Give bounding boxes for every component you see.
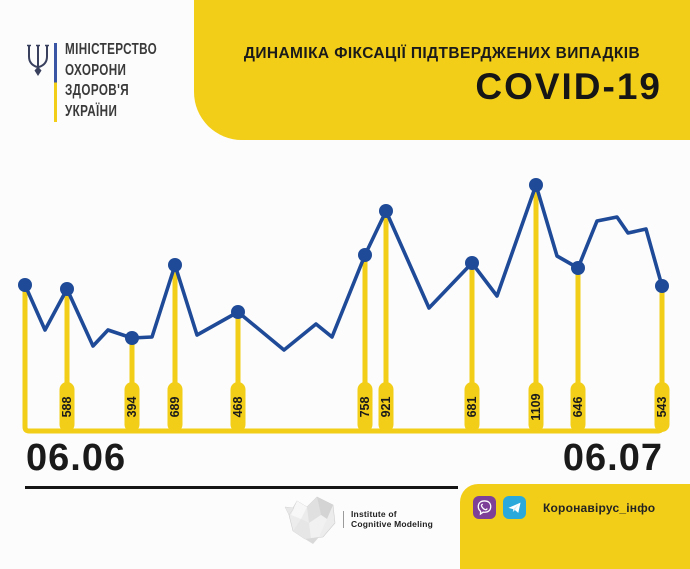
social-panel: Коронавірус_інфо [460,484,690,569]
data-point-marker [529,178,543,192]
data-point-pill [464,382,480,432]
institute-logo: Institute of Cognitive Modeling [283,493,433,545]
ministry-logo: МІНІСТЕРСТВО ОХОРОНИ ЗДОРОВ'Я УКРАЇНИ [26,40,191,122]
data-point-marker [571,261,585,275]
ministry-name-line: ЗДОРОВ'Я [65,82,129,99]
data-point-marker [18,278,32,292]
institute-name-line: Institute of [351,508,397,519]
data-point-marker [60,282,74,296]
institute-divider [343,510,344,528]
data-point-pill [528,382,544,432]
axis-start-date: 06.06 [26,437,127,479]
data-point-marker [125,331,139,345]
viber-icon [473,496,496,519]
data-point-pill [124,382,140,432]
data-point-label: 681 [465,397,479,418]
data-point-label: 689 [168,397,182,418]
telegram-icon [503,496,526,519]
data-point-label: 543 [655,397,669,418]
institute-name-line: Cognitive Modeling [351,519,433,529]
data-point-pill [167,382,183,432]
data-point-marker [358,248,372,262]
data-point-pill [654,382,670,432]
flag-divider [54,43,57,122]
banner-subtitle: ДИНАМІКА ФІКСАЦІЇ ПІДТВЕРДЖЕНИХ ВИПАДКІВ [243,45,641,62]
axis-end-date: 06.07 [562,437,663,479]
banner-title: COVID-19 [475,66,662,107]
data-point-marker [465,256,479,270]
social-channel-label: Коронавірус_інфо [543,500,656,515]
data-point-marker [379,204,393,218]
crumpled-paper-icon [284,496,336,544]
footer-divider-line [25,486,458,489]
ministry-name-line: ОХОРОНИ [65,61,127,79]
data-point-label: 468 [231,397,245,418]
title-banner: ДИНАМІКА ФІКСАЦІЇ ПІДТВЕРДЖЕНИХ ВИПАДКІВ… [194,0,690,140]
ukraine-trident-icon [27,44,49,76]
data-point-label: 1109 [529,393,543,420]
cases-line [23,183,664,352]
data-point-pill [59,382,75,432]
data-point-label: 758 [358,397,372,418]
data-point-pill [357,382,373,432]
institute-name: Institute of Cognitive Modeling [351,509,433,530]
data-point-label: 921 [379,397,393,418]
data-point-label: 394 [125,397,139,418]
data-point-pill [230,382,246,432]
data-point-pill [378,382,394,432]
data-point-marker [231,305,245,319]
ministry-name-line: УКРАЇНИ [65,102,118,120]
data-point-pill [570,382,586,432]
ministry-name-line: МІНІСТЕРСТВО [65,41,158,58]
ministry-name: МІНІСТЕРСТВО ОХОРОНИ ЗДОРОВ'Я УКРАЇНИ [65,40,157,122]
data-point-marker [168,258,182,272]
data-point-marker [655,279,669,293]
data-point-label: 588 [60,397,74,418]
data-point-label: 646 [571,397,585,418]
